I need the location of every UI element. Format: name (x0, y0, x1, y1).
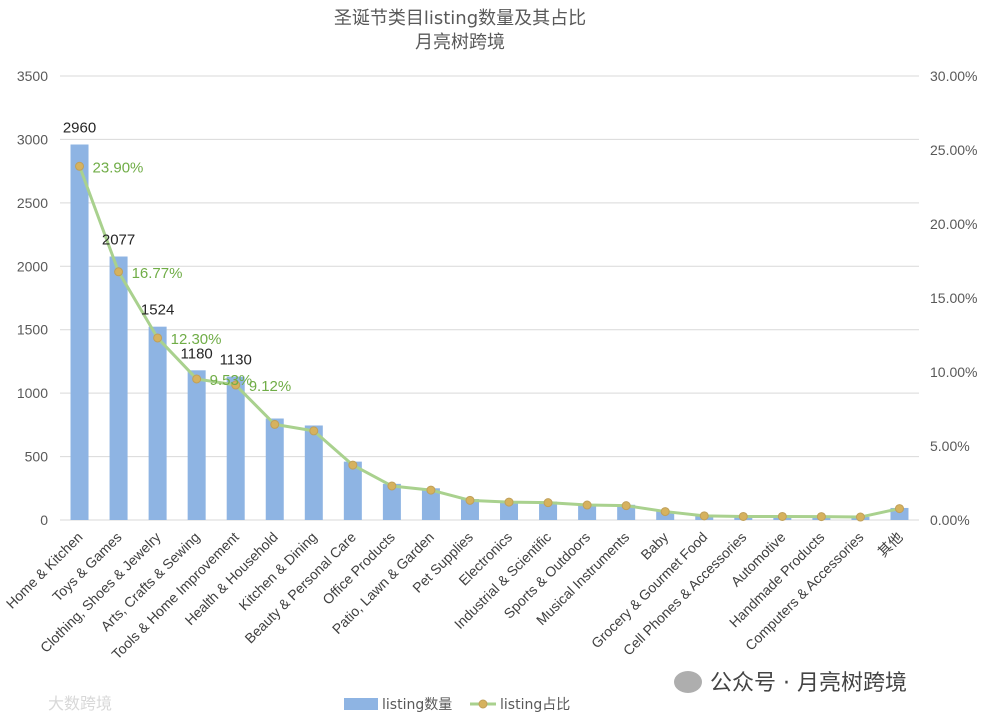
left-axis-tick-label: 1500 (17, 322, 48, 338)
line-value-label: 23.90% (93, 159, 144, 176)
line-point (75, 161, 85, 171)
bar-value-label: 2077 (102, 232, 135, 249)
line-point (894, 504, 904, 514)
right-axis-tick-label: 0.00% (930, 512, 970, 528)
line-point (114, 267, 124, 277)
line-point (582, 500, 592, 510)
line-point (621, 501, 631, 511)
legend-bar-label: listing数量 (382, 697, 452, 713)
line-point (426, 485, 436, 495)
right-axis-tick-label: 10.00% (930, 364, 977, 380)
line-point (777, 511, 787, 521)
bar (265, 418, 284, 520)
legend-line-marker (478, 699, 488, 709)
watermark-left: 大数跨境 (48, 694, 112, 713)
left-axis-tick-label: 3500 (17, 68, 48, 84)
bar-value-label: 1524 (141, 302, 174, 319)
right-axis-tick-label: 20.00% (930, 216, 977, 232)
bar-series (70, 144, 909, 520)
bar (500, 500, 519, 520)
bar-value-label: 1130 (220, 352, 252, 369)
watermark-left-text: 大数跨境 (48, 694, 112, 713)
line-value-label: 16.77% (132, 265, 183, 282)
right-axis-tick-label: 15.00% (930, 290, 977, 306)
right-axis: 0.00% 5.00% 10.00% 15.00% 20.00% 25.00% 30.00% (930, 68, 977, 528)
bar (539, 501, 558, 520)
left-axis-tick-label: 1000 (17, 385, 48, 401)
line-point (543, 498, 553, 508)
line-point (855, 512, 865, 522)
line-point (465, 495, 475, 505)
line-point (192, 374, 202, 384)
line-point (660, 507, 670, 517)
bar (460, 499, 479, 520)
chart-subtitle: 月亮树跨境 (415, 32, 505, 53)
watermark-right: 公众号 · 月亮树跨境 (674, 671, 907, 696)
line-point (153, 333, 163, 343)
left-axis-tick-label: 3000 (17, 131, 48, 147)
bar (226, 376, 245, 520)
bar-value-label: 2960 (63, 120, 96, 137)
line-point (270, 419, 280, 429)
line-point (231, 380, 241, 390)
bar (421, 488, 440, 520)
bar (70, 144, 89, 520)
category-label: Baby (637, 529, 671, 563)
legend-line-label: listing占比 (500, 697, 570, 713)
right-axis-tick-label: 25.00% (930, 142, 977, 158)
line-value-label: 9.53% (210, 372, 253, 389)
bar (617, 504, 636, 520)
line-point (348, 460, 358, 470)
line-series (75, 161, 904, 522)
line-point (504, 497, 514, 507)
line-point (387, 481, 397, 491)
bar (343, 461, 362, 520)
category-label: 其他 (874, 529, 905, 560)
left-axis-tick-label: 2000 (17, 258, 48, 274)
line-point (309, 426, 319, 436)
bar (304, 425, 323, 520)
data-labels: 2960 2077 1524 1180 1130 23.90% 16.77% 12.30% 9.… (63, 120, 291, 396)
bar (109, 256, 128, 520)
chart-title: 圣诞节类目listing数量及其占比 (334, 8, 586, 29)
watermark-right-text: 公众号 · 月亮树跨境 (710, 671, 907, 696)
line-point (816, 512, 826, 522)
legend: listing数量 listing占比 (344, 697, 570, 713)
bar (382, 483, 401, 520)
left-axis-tick-label: 2500 (17, 195, 48, 211)
line-point (738, 511, 748, 521)
right-axis-tick-label: 5.00% (930, 438, 970, 454)
bar (148, 326, 167, 520)
bar (578, 504, 597, 520)
left-axis-tick-label: 500 (25, 449, 49, 465)
left-axis: 0 500 1000 1500 2000 2500 3000 3500 (17, 68, 48, 528)
line-point (699, 511, 709, 521)
wechat-icon (674, 671, 702, 693)
bar (187, 370, 206, 520)
legend-bar-swatch (344, 698, 378, 710)
line-value-label: 12.30% (171, 331, 222, 348)
left-axis-tick-label: 0 (40, 512, 48, 528)
bar-value-label: 1180 (181, 345, 213, 362)
line-path (78, 165, 900, 519)
line-value-label: 9.12% (249, 378, 292, 395)
right-axis-tick-label: 30.00% (930, 68, 977, 84)
